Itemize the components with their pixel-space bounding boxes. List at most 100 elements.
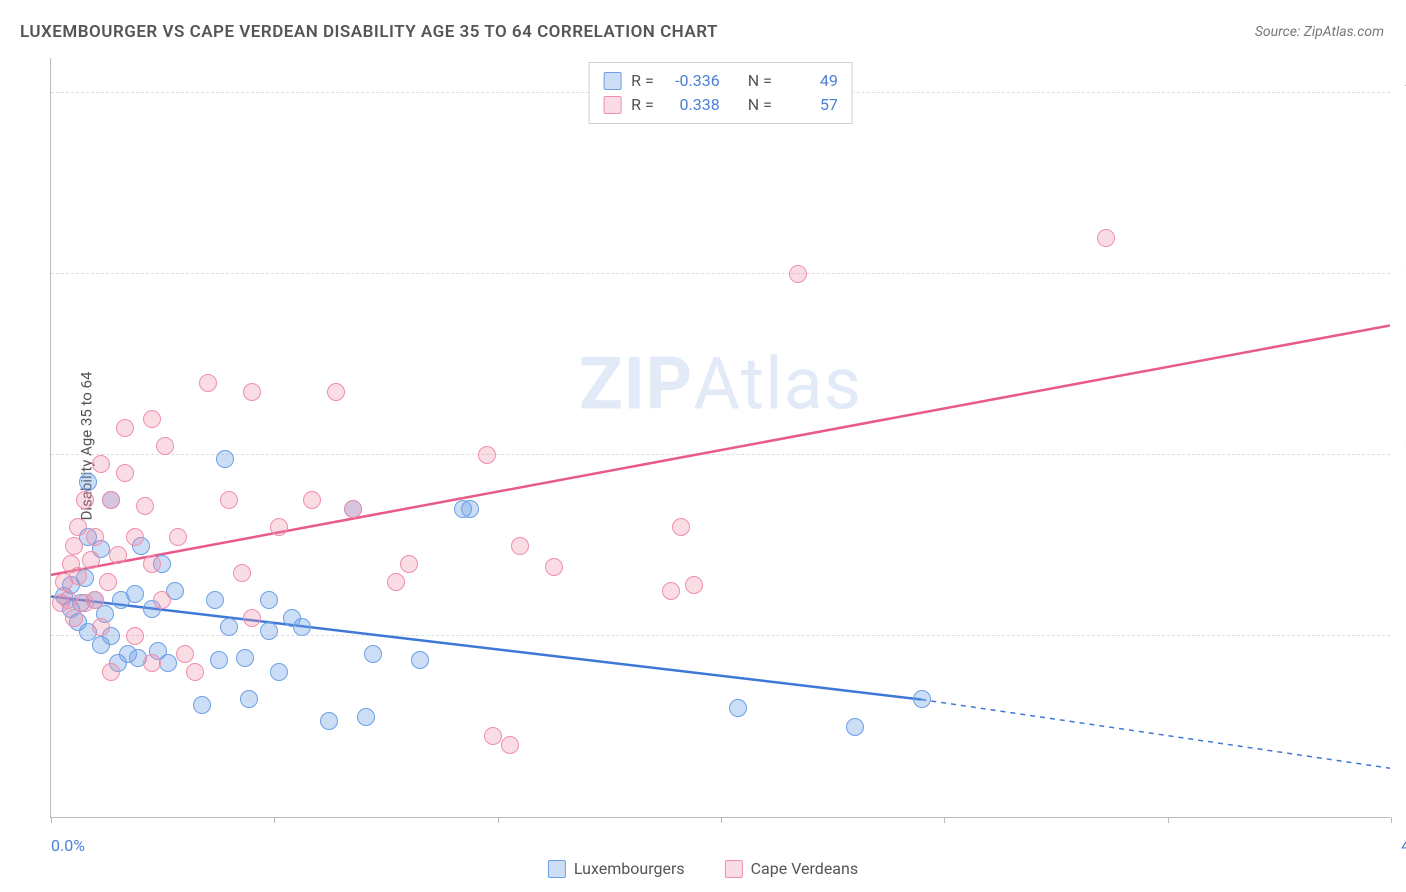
n-label: N = (748, 69, 772, 93)
data-point (116, 464, 134, 482)
data-point (233, 564, 251, 582)
data-point (729, 699, 747, 717)
data-point (411, 651, 429, 669)
data-point (65, 537, 83, 555)
data-point (126, 585, 144, 603)
x-tick (944, 817, 945, 823)
data-point (478, 446, 496, 464)
data-point (400, 555, 418, 573)
data-point (116, 419, 134, 437)
x-tick (51, 817, 52, 823)
data-point (236, 649, 254, 667)
data-point (293, 618, 311, 636)
legend-row-2: R = 0.338 N = 57 (603, 93, 838, 117)
x-tick-label-first: 0.0% (51, 836, 85, 855)
watermark: ZIPAtlas (579, 342, 862, 427)
data-point (76, 491, 94, 509)
gridline: 10.0% (51, 635, 1390, 636)
data-point (169, 528, 187, 546)
data-point (159, 654, 177, 672)
data-point (79, 473, 97, 491)
data-point (99, 573, 117, 591)
series-legend: Luxembourgers Cape Verdeans (548, 859, 858, 878)
data-point (176, 645, 194, 663)
data-point (82, 551, 100, 569)
legend-item-2: Cape Verdeans (725, 859, 858, 878)
data-point (672, 518, 690, 536)
trend-line-dashed (921, 700, 1390, 769)
n-value-1: 49 (782, 69, 838, 93)
data-point (511, 537, 529, 555)
data-point (243, 609, 261, 627)
data-point (153, 591, 171, 609)
data-point (210, 651, 228, 669)
data-point (220, 618, 238, 636)
data-point (199, 374, 217, 392)
r-label: R = (631, 93, 654, 117)
data-point (270, 663, 288, 681)
data-point (206, 591, 224, 609)
trend-line (51, 325, 1390, 574)
data-point (102, 491, 120, 509)
x-tick (1168, 817, 1169, 823)
data-point (186, 663, 204, 681)
n-value-2: 57 (782, 93, 838, 117)
legend-item-1: Luxembourgers (548, 859, 685, 878)
data-point (846, 718, 864, 736)
data-point (270, 518, 288, 536)
data-point (320, 712, 338, 730)
r-label: R = (631, 69, 654, 93)
correlation-legend: R = -0.336 N = 49 R = 0.338 N = 57 (588, 62, 853, 124)
data-point (303, 491, 321, 509)
data-point (193, 696, 211, 714)
data-point (143, 654, 161, 672)
data-point (136, 497, 154, 515)
swatch-series-1 (603, 72, 621, 90)
data-point (126, 627, 144, 645)
data-point (216, 450, 234, 468)
watermark-bold: ZIP (579, 342, 693, 427)
data-point (92, 455, 110, 473)
data-point (344, 500, 362, 518)
data-point (69, 567, 87, 585)
swatch-icon (548, 860, 566, 878)
n-label: N = (748, 93, 772, 117)
gridline: 30.0% (51, 273, 1390, 274)
x-tick (721, 817, 722, 823)
data-point (913, 690, 931, 708)
data-point (327, 383, 345, 401)
swatch-icon (725, 860, 743, 878)
data-point (461, 500, 479, 518)
data-point (260, 591, 278, 609)
data-point (1097, 229, 1115, 247)
swatch-series-2 (603, 96, 621, 114)
data-point (501, 736, 519, 754)
legend-row-1: R = -0.336 N = 49 (603, 69, 838, 93)
data-point (102, 663, 120, 681)
data-point (545, 558, 563, 576)
source-attribution: Source: ZipAtlas.com (1255, 24, 1384, 40)
data-point (69, 518, 87, 536)
r-value-1: -0.336 (664, 69, 720, 93)
data-point (109, 546, 127, 564)
data-point (59, 591, 77, 609)
data-point (685, 576, 703, 594)
data-point (484, 727, 502, 745)
data-point (86, 528, 104, 546)
data-point (260, 622, 278, 640)
data-point (143, 555, 161, 573)
data-point (662, 582, 680, 600)
x-tick-label-last: 40.0% (1401, 836, 1406, 855)
data-point (240, 690, 258, 708)
chart-title: LUXEMBOURGER VS CAPE VERDEAN DISABILITY … (20, 22, 718, 42)
x-tick (1391, 817, 1392, 823)
data-point (364, 645, 382, 663)
data-point (789, 265, 807, 283)
watermark-rest: Atlas (693, 342, 862, 427)
legend-label-1: Luxembourgers (574, 859, 685, 878)
data-point (156, 437, 174, 455)
data-point (243, 383, 261, 401)
x-tick (498, 817, 499, 823)
gridline: 20.0% (51, 454, 1390, 455)
r-value-2: 0.338 (664, 93, 720, 117)
